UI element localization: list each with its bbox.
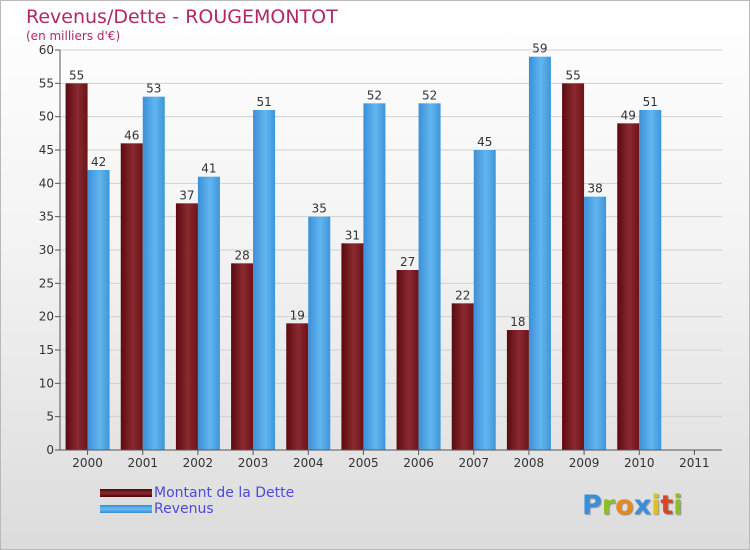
data-labels: 55 42 46 53 37 41 28 51 19 35 31 52 27 52 22 45 18 59 55 38… <box>69 42 658 329</box>
data-label-revenus: 52 <box>422 88 437 102</box>
bar-revenus <box>197 176 220 450</box>
bar-revenus <box>363 103 386 450</box>
x-tick-label: 2004 <box>293 456 324 470</box>
chart-title: Revenus/Dette - ROUGEMONTOT <box>26 6 338 28</box>
bar-dette <box>341 243 364 450</box>
bar-dette <box>120 143 143 451</box>
data-label-dette: 31 <box>345 228 360 242</box>
legend-swatch-dette <box>100 489 152 497</box>
x-tick-label: 2003 <box>238 456 269 470</box>
y-tick-label: 5 <box>46 410 54 424</box>
data-label-dette: 46 <box>124 128 139 142</box>
bar-revenus <box>87 170 110 450</box>
y-tick-label: 15 <box>39 343 54 357</box>
legend-swatch-revenus <box>100 505 152 513</box>
data-label-revenus: 38 <box>587 182 602 196</box>
x-tick-label: 2010 <box>624 456 655 470</box>
data-label-dette: 37 <box>179 188 194 202</box>
data-label-dette: 55 <box>565 68 580 82</box>
x-tick-label: 2006 <box>403 456 434 470</box>
bar-revenus <box>142 96 165 451</box>
y-tick-label: 45 <box>39 143 54 157</box>
data-label-revenus: 42 <box>91 155 106 169</box>
y-tick-label: 25 <box>39 276 54 290</box>
x-tick-label: 2005 <box>348 456 379 470</box>
data-label-revenus: 53 <box>146 82 161 96</box>
y-tick-label: 50 <box>39 110 54 124</box>
bar-revenus <box>473 150 496 450</box>
y-tick-label: 30 <box>39 243 54 257</box>
x-tick-label: 2007 <box>458 456 489 470</box>
y-tick-label: 10 <box>39 376 54 390</box>
bar-revenus <box>584 196 607 450</box>
data-label-revenus: 45 <box>477 135 492 149</box>
chart-subtitle: (en milliers d'€) <box>26 29 121 43</box>
data-label-dette: 22 <box>455 288 470 302</box>
bar-revenus <box>308 216 331 450</box>
legend-label-revenus: Revenus <box>154 501 214 517</box>
x-tick-label: 2001 <box>127 456 158 470</box>
proxiti-logo: Proxiti <box>582 490 683 521</box>
data-label-revenus: 35 <box>312 202 327 216</box>
y-tick-label: 0 <box>46 443 54 457</box>
bar-dette <box>286 323 309 450</box>
data-label-dette: 28 <box>234 248 249 262</box>
data-label-revenus: 59 <box>532 42 547 56</box>
x-tick-label: 2011 <box>679 456 710 470</box>
bar-revenus <box>418 103 441 450</box>
y-tick-label: 60 <box>39 43 54 57</box>
legend-label-dette: Montant de la Dette <box>154 485 295 501</box>
data-label-dette: 18 <box>510 315 525 329</box>
bar-dette <box>175 203 198 450</box>
bar-revenus <box>639 110 662 450</box>
y-tick-label: 20 <box>39 310 54 324</box>
data-label-dette: 27 <box>400 255 415 269</box>
data-label-dette: 19 <box>290 308 305 322</box>
data-label-revenus: 51 <box>256 95 271 109</box>
bar-dette <box>231 263 254 450</box>
data-label-revenus: 52 <box>367 88 382 102</box>
bar-dette <box>562 83 585 450</box>
x-tick-label: 2008 <box>514 456 545 470</box>
x-tick-label: 2009 <box>569 456 600 470</box>
axes: 0 5 10 15 20 25 30 35 40 45 50 55 60 2000 2001 2002 2003… <box>39 43 722 470</box>
x-tick-label: 2000 <box>72 456 103 470</box>
bar-revenus <box>253 110 276 450</box>
bar-revenus <box>528 56 551 451</box>
y-tick-label: 35 <box>39 210 54 224</box>
bar-dette <box>396 270 419 450</box>
data-label-revenus: 41 <box>201 162 216 176</box>
bar-dette <box>506 330 529 450</box>
y-tick-label: 40 <box>39 176 54 190</box>
bar-dette <box>451 303 474 450</box>
data-label-dette: 49 <box>621 108 636 122</box>
x-tick-label: 2002 <box>183 456 214 470</box>
data-label-revenus: 51 <box>643 95 658 109</box>
y-tick-label: 55 <box>39 76 54 90</box>
bar-dette <box>617 123 640 450</box>
bar-dette <box>65 83 88 450</box>
bars <box>65 56 662 451</box>
data-label-dette: 55 <box>69 68 84 82</box>
grid-lines <box>60 49 722 451</box>
